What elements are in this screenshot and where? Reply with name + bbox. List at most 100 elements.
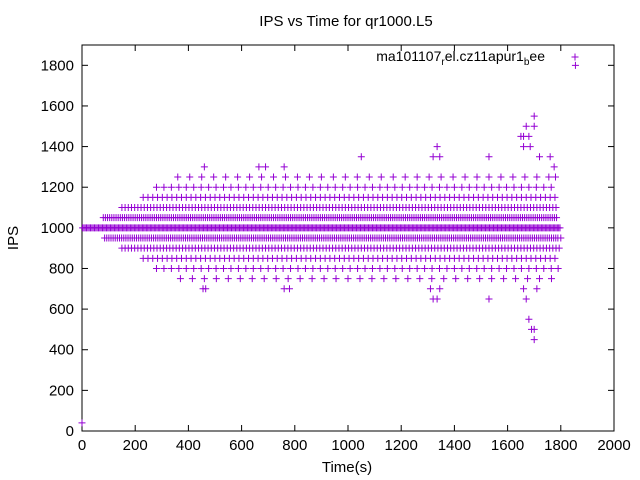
- data-point: [391, 183, 399, 191]
- data-point: [368, 275, 376, 283]
- data-point: [361, 183, 369, 191]
- data-point: [175, 264, 183, 272]
- data-point: [428, 264, 436, 272]
- data-point: [365, 173, 373, 181]
- y-tick-label: 1600: [41, 98, 74, 115]
- data-point: [331, 264, 339, 272]
- data-point: [383, 264, 391, 272]
- data-point: [152, 183, 160, 191]
- data-point: [522, 295, 530, 303]
- data-point: [346, 183, 354, 191]
- data-point: [553, 214, 561, 222]
- data-point: [436, 285, 444, 293]
- data-point: [521, 173, 529, 181]
- data-point: [426, 285, 434, 293]
- y-tick-label: 400: [49, 342, 74, 359]
- x-axis: 0 200 400 600 800 1000 1200 1400 1600 1800 2000: [78, 45, 631, 454]
- data-point: [376, 264, 384, 272]
- data-point: [517, 183, 525, 191]
- data-point: [525, 315, 533, 323]
- data-point: [464, 275, 472, 283]
- data-point: [284, 275, 292, 283]
- data-point: [272, 275, 280, 283]
- data-point: [329, 173, 337, 181]
- data-point: [308, 275, 316, 283]
- data-point: [270, 173, 278, 181]
- data-point: [404, 275, 412, 283]
- data-point: [421, 183, 429, 191]
- data-point: [280, 163, 288, 171]
- data-point: [406, 264, 414, 272]
- data-point: [383, 183, 391, 191]
- data-point: [212, 264, 220, 272]
- data-point: [550, 163, 558, 171]
- data-point: [242, 264, 250, 272]
- x-axis-label: Time(s): [322, 459, 372, 476]
- x-tick-label: 1000: [331, 437, 364, 454]
- data-point: [476, 275, 484, 283]
- legend-marker: [571, 53, 579, 61]
- data-point: [533, 173, 541, 181]
- data-point: [190, 264, 198, 272]
- data-point: [433, 143, 441, 151]
- x-tick-label: 1400: [438, 437, 471, 454]
- data-point: [258, 173, 266, 181]
- data-point: [532, 264, 540, 272]
- data-point: [317, 173, 325, 181]
- data-point: [368, 264, 376, 272]
- data-point: [450, 264, 458, 272]
- x-tick-label: 1200: [385, 437, 418, 454]
- x-tick-label: 600: [229, 437, 254, 454]
- data-point: [437, 173, 445, 181]
- data-point: [413, 173, 421, 181]
- data-point: [234, 264, 242, 272]
- data-point: [200, 275, 208, 283]
- y-tick-label: 200: [49, 382, 74, 399]
- data-point: [246, 173, 254, 181]
- data-point: [264, 264, 272, 272]
- data-point: [361, 264, 369, 272]
- data-point: [305, 173, 313, 181]
- data-point: [301, 264, 309, 272]
- data-point: [167, 183, 175, 191]
- data-point: [160, 264, 168, 272]
- data-point: [530, 122, 538, 130]
- data-point: [264, 183, 272, 191]
- data-point: [530, 325, 538, 333]
- data-point: [401, 173, 409, 181]
- x-tick-label: 0: [78, 437, 86, 454]
- data-point: [500, 275, 508, 283]
- data-point: [212, 183, 220, 191]
- data-point: [376, 183, 384, 191]
- data-point: [285, 285, 293, 293]
- data-point: [436, 264, 444, 272]
- data-point: [331, 183, 339, 191]
- data-point: [294, 264, 302, 272]
- data-point: [540, 264, 548, 272]
- data-point: [392, 275, 400, 283]
- data-point: [332, 275, 340, 283]
- data-point: [227, 264, 235, 272]
- data-point: [421, 264, 429, 272]
- data-point: [174, 173, 182, 181]
- data-point: [425, 173, 433, 181]
- data-point: [540, 183, 548, 191]
- data-point: [341, 173, 349, 181]
- data-point: [571, 61, 579, 69]
- data-point: [530, 112, 538, 120]
- data-point: [536, 275, 544, 283]
- data-point: [546, 153, 554, 161]
- data-point: [242, 183, 250, 191]
- data-point: [186, 173, 194, 181]
- data-point: [224, 275, 232, 283]
- data-point: [279, 183, 287, 191]
- data-point: [436, 153, 444, 161]
- data-point: [78, 419, 86, 427]
- data-point: [320, 275, 328, 283]
- data-point: [234, 173, 242, 181]
- data-point: [398, 183, 406, 191]
- data-point: [220, 264, 228, 272]
- data-point: [461, 173, 469, 181]
- data-point: [294, 183, 302, 191]
- data-point: [316, 264, 324, 272]
